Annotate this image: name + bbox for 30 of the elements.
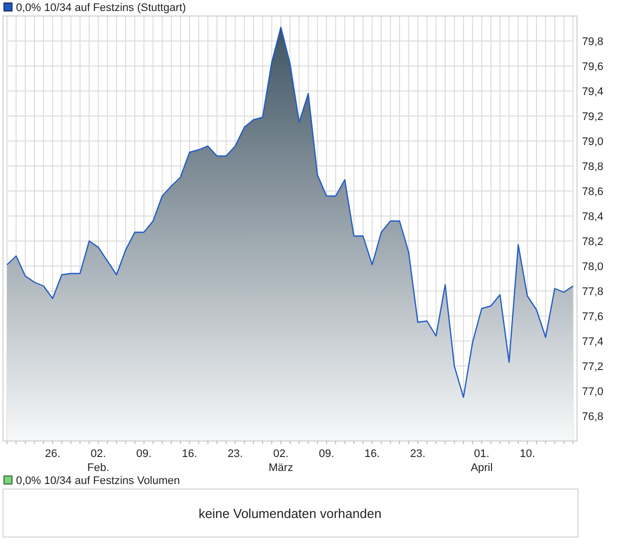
y-tick-label: 76,8 xyxy=(582,411,604,423)
y-tick-label: 77,2 xyxy=(582,361,604,373)
y-tick-label: 78,2 xyxy=(582,236,604,248)
x-tick-label: 26. xyxy=(44,448,60,460)
x-tick-label: 09. xyxy=(318,448,334,460)
y-tick-label: 79,6 xyxy=(582,61,604,73)
x-tick-label: 23. xyxy=(410,448,426,460)
x-tick-label: 16. xyxy=(182,448,198,460)
y-tick-label: 79,4 xyxy=(582,86,604,98)
x-tick-label: 23. xyxy=(228,448,243,460)
x-tick-label: 10. xyxy=(520,448,536,460)
y-tick-label: 79,2 xyxy=(582,111,604,123)
y-tick-label: 77,8 xyxy=(582,286,604,298)
y-tick-label: 77,6 xyxy=(582,311,604,323)
y-tick-label: 79,8 xyxy=(582,36,604,48)
x-tick-label: 09. xyxy=(136,448,152,460)
text: keine Volumendaten vorhanden xyxy=(198,506,382,521)
text: 0,0% 10/34 auf Festzins Volumen xyxy=(16,475,180,487)
legend-label: 0,0% 10/34 auf Festzins (Stuttgart) xyxy=(16,2,186,14)
y-tick-label: 78,8 xyxy=(582,161,604,173)
y-tick-label: 78,4 xyxy=(582,211,604,223)
y-tick-label: 78,0 xyxy=(582,261,604,273)
y-tick-label: 77,0 xyxy=(582,386,604,398)
y-tick-label: 79,0 xyxy=(582,136,604,148)
y-tick-label: 77,4 xyxy=(582,336,604,348)
x-tick-label: 01. April xyxy=(470,448,493,474)
x-tick-label: 16. xyxy=(364,448,380,460)
x-tick-label: 02. März xyxy=(268,448,294,474)
x-tick-label: 02. Feb. xyxy=(87,448,110,474)
y-tick-label: 78,6 xyxy=(582,186,604,198)
